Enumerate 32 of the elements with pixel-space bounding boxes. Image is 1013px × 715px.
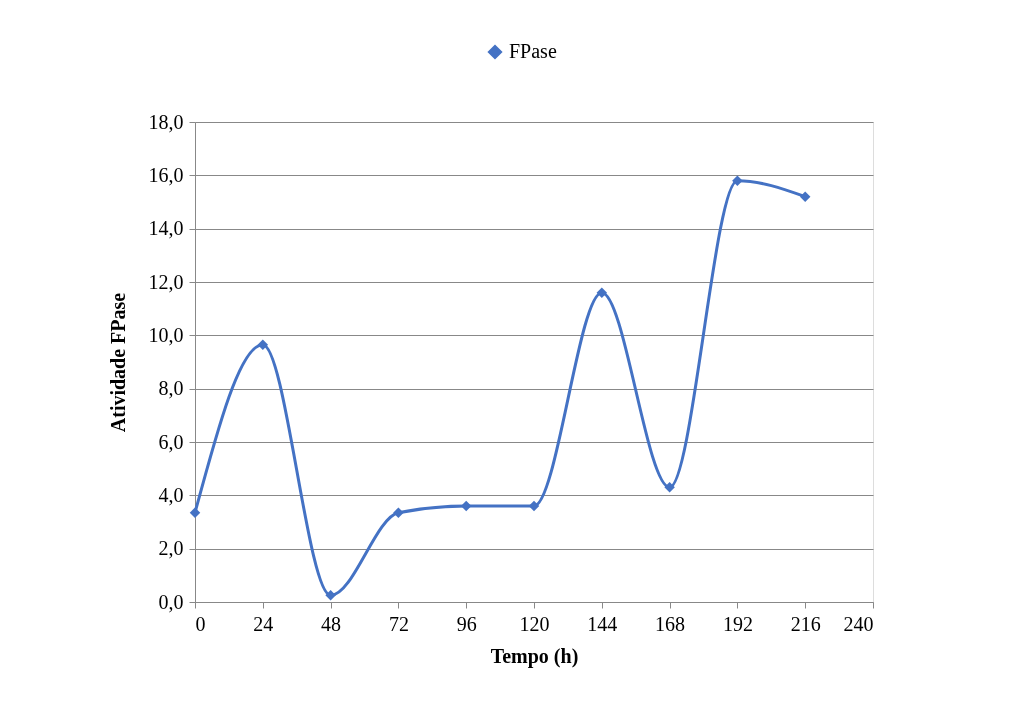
y-tick-label: 10,0 xyxy=(148,323,184,346)
y-tick-label: 0,0 xyxy=(158,590,184,613)
point xyxy=(596,287,608,298)
point xyxy=(664,482,675,493)
legend-label: FPase xyxy=(509,40,557,62)
y-tick-label: 18,0 xyxy=(148,110,184,133)
y-tick-label: 8,0 xyxy=(158,377,184,400)
x-tick-label: 144 xyxy=(587,612,618,635)
point xyxy=(732,175,743,186)
y-tick-label: 6,0 xyxy=(158,430,184,453)
point xyxy=(799,191,811,202)
y-tick-label: 2,0 xyxy=(158,537,184,560)
x-tick-label: 0 xyxy=(195,612,206,635)
x-tick-label: 120 xyxy=(519,612,550,635)
point xyxy=(393,507,404,518)
x-tick-label: 168 xyxy=(655,612,686,635)
x-tick-label: 24 xyxy=(253,612,274,635)
y-tick-label: 12,0 xyxy=(148,270,184,293)
y-axis-title: Atividade FPase xyxy=(106,292,129,433)
y-tick-label: 4,0 xyxy=(158,483,184,506)
x-tick-label: 240 xyxy=(843,612,874,635)
point xyxy=(189,507,201,518)
y-tick-label: 16,0 xyxy=(148,163,184,186)
x-tick-label: 216 xyxy=(790,612,821,635)
y-tick-label: 14,0 xyxy=(148,217,184,240)
point xyxy=(257,339,269,350)
x-tick-label: 192 xyxy=(722,612,753,635)
x-axis-title: Tempo (h) xyxy=(490,644,579,668)
point xyxy=(325,590,336,601)
x-tick-label: 48 xyxy=(321,612,342,635)
x-tick-label: 72 xyxy=(388,612,409,635)
x-tick-label: 96 xyxy=(456,612,477,635)
